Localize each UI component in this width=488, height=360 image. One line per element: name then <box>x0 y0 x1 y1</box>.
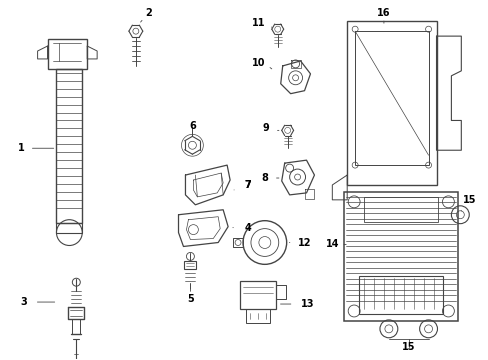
Bar <box>354 31 427 165</box>
Text: 8: 8 <box>261 173 268 183</box>
Text: 10: 10 <box>252 58 265 68</box>
Bar <box>344 192 457 321</box>
Text: 9: 9 <box>262 123 269 134</box>
Text: 13: 13 <box>300 299 314 309</box>
Text: 7: 7 <box>244 180 251 190</box>
Bar <box>245 309 269 323</box>
Bar <box>240 281 275 309</box>
Text: 1: 1 <box>19 143 25 153</box>
Text: 2: 2 <box>145 8 152 18</box>
Bar <box>364 197 438 222</box>
Text: 12: 12 <box>297 238 311 248</box>
Text: 15: 15 <box>401 342 415 352</box>
Text: 5: 5 <box>187 294 193 304</box>
Bar <box>47 39 87 69</box>
Text: 16: 16 <box>376 8 390 18</box>
Text: 14: 14 <box>325 239 338 249</box>
Bar <box>56 69 82 223</box>
Bar <box>358 276 443 314</box>
Bar <box>184 261 196 269</box>
Text: 3: 3 <box>20 297 27 307</box>
Bar <box>56 223 82 233</box>
Text: 15: 15 <box>462 195 475 205</box>
Text: 6: 6 <box>189 121 195 131</box>
Bar <box>346 21 436 185</box>
Text: 7: 7 <box>244 180 251 190</box>
Text: 4: 4 <box>244 222 251 233</box>
Text: 11: 11 <box>252 18 265 28</box>
